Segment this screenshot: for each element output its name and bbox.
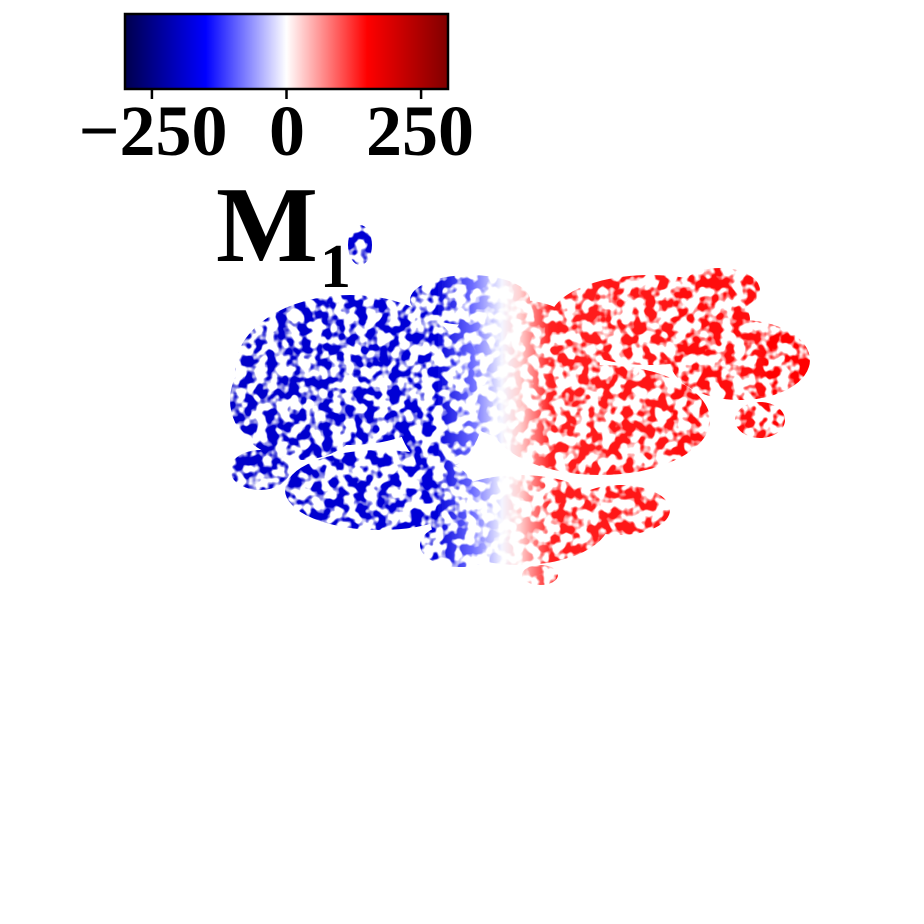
map-title-subscript: 1 bbox=[319, 233, 351, 302]
colorbar-tick-label-250: 250 bbox=[366, 91, 474, 171]
colorbar-gradient bbox=[123, 12, 450, 91]
map-title: M1 bbox=[216, 172, 351, 299]
map-title-main: M bbox=[216, 166, 318, 285]
colorbar-ticks bbox=[150, 89, 423, 99]
colorbar bbox=[123, 12, 450, 99]
velocity-map bbox=[230, 225, 810, 585]
colorbar-tick-label-0: 0 bbox=[269, 91, 305, 171]
colorbar-tick-label-neg250: −250 bbox=[78, 91, 228, 171]
